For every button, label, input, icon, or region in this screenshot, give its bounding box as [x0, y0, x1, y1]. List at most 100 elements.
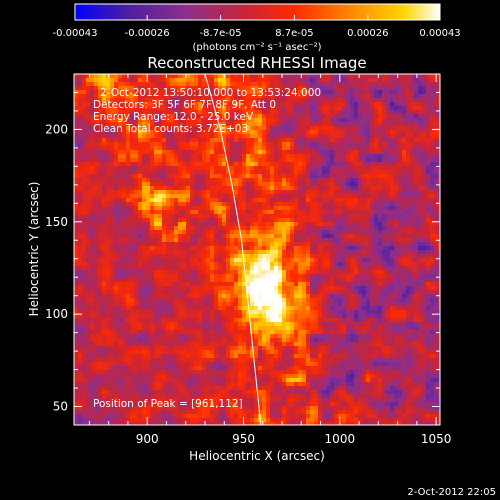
heatmap-cell: [126, 178, 131, 183]
heatmap-cell: [174, 278, 179, 283]
heatmap-cell: [302, 154, 307, 159]
heatmap-cell: [174, 194, 179, 199]
heatmap-cell: [270, 130, 275, 135]
heatmap-cell: [426, 266, 431, 271]
heatmap-cell: [194, 242, 199, 247]
heatmap-cell: [178, 222, 183, 227]
heatmap-cell: [170, 222, 175, 227]
heatmap-cell: [258, 122, 263, 127]
heatmap-cell: [282, 82, 287, 87]
heatmap-cell: [142, 222, 147, 227]
heatmap-cell: [178, 78, 183, 83]
heatmap-cell: [394, 98, 399, 103]
heatmap-cell: [422, 126, 427, 131]
heatmap-cell: [298, 110, 303, 115]
heatmap-cell: [198, 242, 203, 247]
heatmap-cell: [194, 230, 199, 235]
heatmap-cell: [338, 86, 343, 91]
heatmap-cell: [206, 98, 211, 103]
heatmap-cell: [82, 118, 87, 123]
heatmap-cell: [426, 286, 431, 291]
heatmap-cell: [98, 150, 103, 155]
heatmap-cell: [290, 106, 295, 111]
heatmap-cell: [350, 254, 355, 259]
heatmap-cell: [250, 94, 255, 99]
heatmap-cell: [386, 270, 391, 275]
heatmap-cell: [106, 266, 111, 271]
heatmap-cell: [158, 94, 163, 99]
heatmap-cell: [122, 162, 127, 167]
heatmap-cell: [190, 182, 195, 187]
heatmap-cell: [202, 126, 207, 131]
heatmap-cell: [342, 134, 347, 139]
heatmap-cell: [402, 178, 407, 183]
heatmap-cell: [126, 254, 131, 259]
heatmap-cell: [342, 142, 347, 147]
heatmap-cell: [298, 106, 303, 111]
heatmap-cell: [406, 278, 411, 283]
heatmap-cell: [310, 138, 315, 143]
heatmap-cell: [358, 82, 363, 87]
heatmap-cell: [242, 106, 247, 111]
heatmap-cell: [114, 250, 119, 255]
heatmap-cell: [274, 106, 279, 111]
heatmap-cell: [422, 154, 427, 159]
heatmap-cell: [334, 214, 339, 219]
heatmap-cell: [398, 226, 403, 231]
heatmap-cell: [158, 230, 163, 235]
heatmap-cell: [122, 170, 127, 175]
heatmap-cell: [134, 142, 139, 147]
heatmap-cell: [194, 162, 199, 167]
heatmap-cell: [142, 86, 147, 91]
heatmap-cell: [106, 202, 111, 207]
heatmap-cell: [146, 282, 151, 287]
heatmap-cell: [298, 210, 303, 215]
heatmap-cell: [90, 150, 95, 155]
heatmap-cell: [278, 114, 283, 119]
heatmap-cell: [314, 198, 319, 203]
heatmap-cell: [110, 194, 115, 199]
heatmap-cell: [218, 214, 223, 219]
heatmap-cell: [326, 266, 331, 271]
heatmap-cell: [186, 130, 191, 135]
heatmap-cell: [194, 166, 199, 171]
heatmap-cell: [78, 82, 83, 87]
heatmap-cell: [306, 74, 311, 79]
heatmap-cell: [126, 118, 131, 123]
heatmap-cell: [310, 178, 315, 183]
heatmap-cell: [134, 246, 139, 251]
heatmap-cell: [282, 126, 287, 131]
heatmap-cell: [194, 282, 199, 287]
heatmap-cell: [174, 218, 179, 223]
heatmap-cell: [110, 130, 115, 135]
heatmap-cell: [294, 126, 299, 131]
heatmap-cell: [178, 274, 183, 279]
heatmap-cell: [230, 94, 235, 99]
heatmap-cell: [214, 266, 219, 271]
heatmap-cell: [214, 86, 219, 91]
heatmap-cell: [338, 194, 343, 199]
heatmap-cell: [166, 262, 171, 267]
heatmap-cell: [190, 274, 195, 279]
heatmap-cell: [182, 126, 187, 131]
heatmap-cell: [322, 162, 327, 167]
heatmap-cell: [182, 98, 187, 103]
heatmap-cell: [398, 238, 403, 243]
heatmap-cell: [226, 282, 231, 287]
heatmap-cell: [250, 238, 255, 243]
heatmap-cell: [322, 142, 327, 147]
heatmap-cell: [246, 114, 251, 119]
heatmap-cell: [402, 182, 407, 187]
heatmap-cell: [366, 90, 371, 95]
heatmap-cell: [154, 134, 159, 139]
heatmap-cell: [210, 86, 215, 91]
heatmap-cell: [138, 210, 143, 215]
heatmap-cell: [410, 110, 415, 115]
heatmap-cell: [134, 194, 139, 199]
heatmap-cell: [322, 246, 327, 251]
heatmap-cell: [222, 86, 227, 91]
heatmap-cell: [410, 274, 415, 279]
heatmap-cell: [98, 98, 103, 103]
heatmap-cell: [262, 122, 267, 127]
heatmap-cell: [130, 274, 135, 279]
